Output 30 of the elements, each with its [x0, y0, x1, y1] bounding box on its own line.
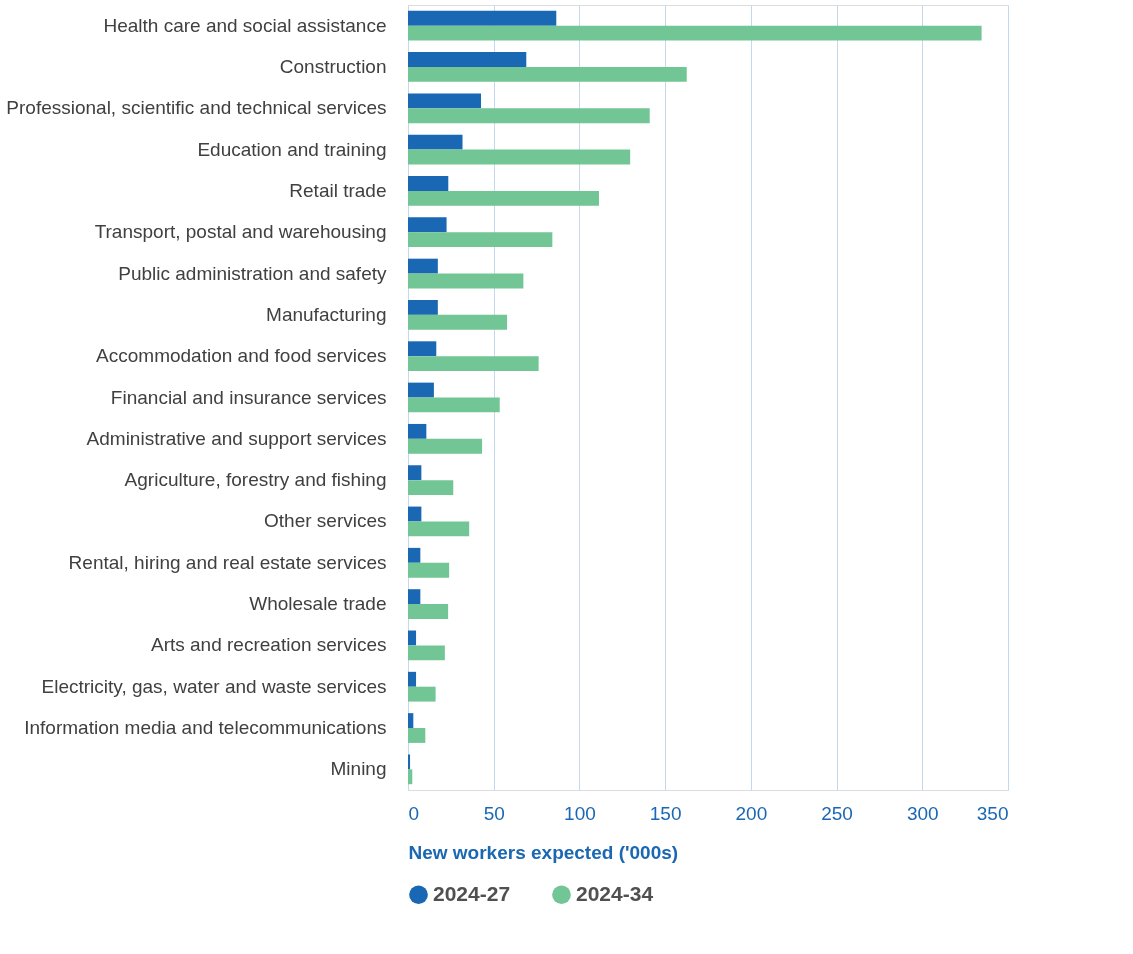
- y-tick-label: Education and training: [197, 138, 387, 160]
- legend-label: 2024-34: [576, 881, 654, 905]
- legend-label: 2024-27: [433, 881, 511, 905]
- y-tick-label: Manufacturing: [266, 303, 387, 325]
- x-tick-label: 250: [821, 802, 853, 824]
- y-tick-label: Rental, hiring and real estate services: [68, 551, 387, 573]
- y-tick-label: Retail trade: [289, 179, 387, 201]
- x-tick-label: 300: [906, 802, 939, 824]
- y-tick-label: Transport, postal and warehousing: [94, 221, 387, 243]
- x-tick-label: 100: [564, 802, 596, 824]
- y-tick-label: Accommodation and food services: [96, 345, 387, 367]
- y-tick-label: Mining: [330, 758, 387, 780]
- y-tick-label: Health care and social assistance: [103, 14, 387, 36]
- y-tick-label: Public administration and safety: [118, 262, 387, 284]
- x-tick-label: 150: [649, 802, 682, 824]
- x-tick-label: 0: [408, 802, 420, 824]
- x-tick-label: 350: [976, 802, 1009, 824]
- y-tick-label: Information media and telecommunications: [24, 717, 387, 739]
- y-tick-label: Construction: [279, 55, 387, 77]
- y-tick-label: Financial and insurance services: [110, 386, 387, 408]
- y-tick-label: Other services: [264, 510, 387, 532]
- y-tick-label: Arts and recreation services: [151, 634, 387, 656]
- x-tick-label: 50: [483, 802, 505, 824]
- y-tick-label: Electricity, gas, water and waste services: [41, 675, 387, 697]
- y-tick-label: Administrative and support services: [86, 427, 387, 449]
- x-axis-title: New workers expected ('000s): [408, 841, 679, 863]
- x-tick-label: 200: [735, 802, 768, 824]
- y-tick-label: Agriculture, forestry and fishing: [124, 469, 387, 491]
- y-tick-label: Wholesale trade: [249, 593, 387, 615]
- y-tick-label: Professional, scientific and technical services: [6, 97, 387, 119]
